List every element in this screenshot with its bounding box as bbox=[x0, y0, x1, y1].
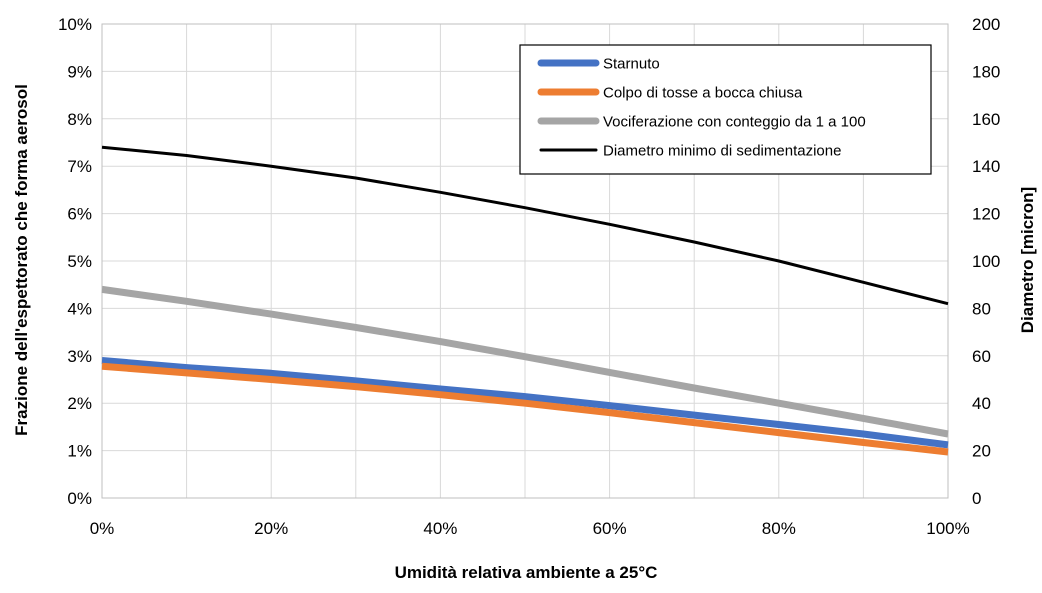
y-tick-label: 3% bbox=[67, 347, 92, 366]
legend: Starnuto Colpo di tosse a bocca chiusa Voc… bbox=[519, 44, 932, 175]
y-axis-right-ticks: 0 20 40 60 80 100 120 140 160 180 200 bbox=[972, 15, 1000, 508]
y-tick-label: 6% bbox=[67, 205, 92, 224]
y2-tick-label: 120 bbox=[972, 205, 1000, 224]
series-lines bbox=[101, 145, 949, 456]
series-line-2 bbox=[101, 362, 949, 456]
x-tick-label: 20% bbox=[254, 519, 288, 538]
legend-label: Colpo di tosse a bocca chiusa bbox=[603, 85, 803, 102]
y-tick-label: 7% bbox=[67, 157, 92, 176]
y2-tick-label: 140 bbox=[972, 157, 1000, 176]
series-line-1 bbox=[101, 357, 949, 449]
x-tick-label: 60% bbox=[593, 519, 627, 538]
y2-tick-label: 60 bbox=[972, 347, 991, 366]
x-tick-label: 80% bbox=[762, 519, 796, 538]
plot-area-border bbox=[101, 23, 949, 499]
y-tick-label: 9% bbox=[67, 62, 92, 81]
y-tick-label: 0% bbox=[67, 489, 92, 508]
y2-tick-label: 20 bbox=[972, 442, 991, 461]
y-tick-label: 5% bbox=[67, 252, 92, 271]
y-tick-label: 4% bbox=[67, 299, 92, 318]
y2-tick-label: 180 bbox=[972, 62, 1000, 81]
y-tick-label: 8% bbox=[67, 110, 92, 129]
plot-frame bbox=[101, 23, 949, 499]
legend-label: Starnuto bbox=[603, 56, 660, 73]
x-tick-label: 0% bbox=[90, 519, 115, 538]
x-tick-label: 100% bbox=[926, 519, 969, 538]
series-line-4 bbox=[101, 145, 949, 306]
y-axis-left-title: Frazione dell'espettorato che forma aero… bbox=[12, 84, 31, 436]
legend-label: Vociferazione con conteggio da 1 a 100 bbox=[603, 114, 866, 131]
y2-tick-label: 200 bbox=[972, 15, 1000, 34]
y-axis-right-title: Diametro [micron] bbox=[1018, 187, 1037, 333]
x-axis-ticks: 0% 20% 40% 60% 80% 100% bbox=[90, 519, 970, 538]
series-line-3 bbox=[101, 285, 949, 438]
x-tick-label: 40% bbox=[423, 519, 457, 538]
y-tick-label: 10% bbox=[58, 15, 92, 34]
x-axis-title: Umidità relativa ambiente a 25°C bbox=[395, 563, 658, 582]
y2-tick-label: 40 bbox=[972, 394, 991, 413]
y-tick-label: 2% bbox=[67, 394, 92, 413]
y2-tick-label: 80 bbox=[972, 299, 991, 318]
y-axis-left-ticks: 0% 1% 2% 3% 4% 5% 6% 7% 8% 9% 10% bbox=[58, 15, 92, 508]
y2-tick-label: 0 bbox=[972, 489, 981, 508]
legend-label: Diametro minimo di sedimentazione bbox=[603, 143, 841, 160]
y2-tick-label: 100 bbox=[972, 252, 1000, 271]
y-tick-label: 1% bbox=[67, 442, 92, 461]
y2-tick-label: 160 bbox=[972, 110, 1000, 129]
